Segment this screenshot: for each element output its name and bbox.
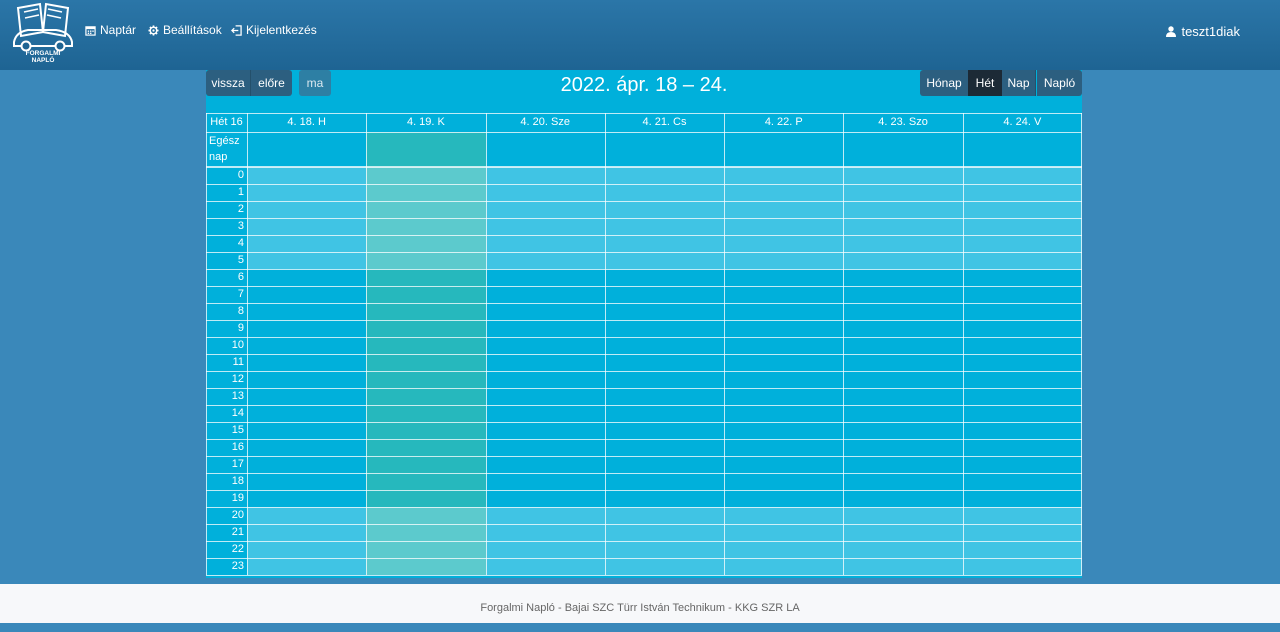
forward-button[interactable]: előre (250, 70, 292, 96)
svg-text:FORGALMI: FORGALMI (26, 50, 61, 57)
svg-text:NAPLÓ: NAPLÓ (32, 55, 55, 64)
allday-label: Egész nap (209, 135, 240, 163)
hour-label: 3 (237, 220, 244, 232)
hour-label: 1 (237, 186, 244, 198)
view-week-button[interactable]: Hét (968, 70, 1002, 96)
grid-line (206, 371, 1082, 372)
hour-label: 5 (237, 254, 244, 266)
grid-line (206, 524, 1082, 525)
hour-label: 19 (231, 492, 244, 504)
navbar: FORGALMI NAPLÓ Naptár Beállítások (0, 0, 1280, 70)
grid-line (206, 354, 1082, 355)
hour-label: 10 (231, 339, 244, 351)
grid-line (724, 113, 726, 575)
grid-line (206, 184, 1082, 185)
today-button[interactable]: ma (299, 70, 331, 96)
calendar-icon (85, 25, 96, 36)
hour-label: 17 (231, 458, 244, 470)
hour-label: 12 (231, 373, 244, 385)
hour-label: 14 (231, 407, 244, 419)
view-day-button[interactable]: Nap (1002, 70, 1036, 96)
grid-line (206, 113, 207, 575)
grid-line (206, 507, 1082, 508)
grid-line (206, 201, 1082, 202)
hour-label: 15 (231, 424, 244, 436)
grid-line (206, 303, 1082, 304)
nav-item-calendar[interactable]: Naptár (85, 23, 136, 37)
sign-out-icon (231, 24, 242, 36)
grid-line (206, 575, 1082, 576)
hour-label: 2 (237, 203, 244, 215)
view-log-button[interactable]: Napló (1037, 70, 1082, 96)
grid-line (206, 320, 1082, 321)
grid-line (206, 286, 1082, 287)
hour-label: 22 (231, 543, 244, 555)
grid-line (206, 558, 1082, 559)
hour-label: 16 (231, 441, 244, 453)
logo[interactable]: FORGALMI NAPLÓ (10, 2, 76, 64)
week-number: Hét 16 (210, 116, 243, 128)
grid-line (206, 166, 1082, 167)
day-header[interactable]: 4. 23. Szo (878, 116, 928, 128)
grid-line (843, 113, 845, 575)
nav-item-settings[interactable]: Beállítások (148, 23, 222, 37)
grid-line (206, 456, 1082, 457)
grid-line (206, 337, 1082, 338)
username: teszt1diak (1181, 24, 1240, 39)
view-month-button[interactable]: Hónap (920, 70, 968, 96)
grid-line (206, 252, 1082, 253)
grid-line (206, 113, 1082, 114)
footer: Forgalmi Napló - Bajai SZC Türr István T… (0, 584, 1280, 623)
calendar-title: 2022. ápr. 18 – 24. (560, 74, 728, 96)
grid-line (247, 113, 248, 575)
grid-line (206, 439, 1082, 440)
footer-text: Forgalmi Napló - Bajai SZC Türr István T… (480, 602, 800, 614)
hour-label: 0 (237, 169, 244, 181)
grid-line (206, 541, 1082, 542)
grid-line (206, 132, 1082, 133)
day-header[interactable]: 4. 21. Cs (642, 116, 687, 128)
nav-item-label: Kijelentkezés (246, 23, 317, 37)
day-header[interactable]: 4. 22. P (764, 116, 803, 128)
hour-label: 18 (231, 475, 244, 487)
calendar: vissza előre ma 2022. ápr. 18 – 24. Hóna… (206, 70, 1082, 578)
day-header[interactable]: 4. 19. K (406, 116, 445, 128)
today-column (366, 132, 486, 575)
nav-item-label: Beállítások (163, 23, 222, 37)
hour-label: 8 (237, 305, 244, 317)
hour-label: 6 (237, 271, 244, 283)
grid-line (206, 422, 1082, 423)
grid-line (206, 490, 1082, 491)
grid-line (206, 235, 1082, 236)
grid-line (485, 113, 487, 575)
grid-line (206, 269, 1082, 270)
grid-line (206, 388, 1082, 389)
grid-line (1081, 113, 1082, 575)
hour-label: 20 (231, 509, 244, 521)
user-icon (1166, 26, 1177, 37)
hour-label: 4 (237, 237, 244, 249)
grid-line (604, 113, 606, 575)
grid-line (962, 113, 964, 575)
hour-label: 9 (237, 322, 244, 334)
nav-item-label: Naptár (100, 23, 137, 37)
grid-line (206, 473, 1082, 474)
grid-line (206, 167, 1082, 168)
day-header[interactable]: 4. 24. V (1003, 116, 1042, 128)
day-header[interactable]: 4. 20. Sze (520, 116, 570, 128)
hour-label: 21 (231, 526, 244, 538)
nav-item-logout[interactable]: Kijelentkezés (231, 23, 317, 37)
grid-line (206, 218, 1082, 219)
grid-line (366, 113, 368, 575)
user-menu[interactable]: teszt1diak (1166, 24, 1240, 39)
gear-icon (148, 24, 159, 36)
hour-label: 23 (231, 560, 244, 572)
back-button[interactable]: vissza (206, 70, 250, 96)
hour-label: 7 (237, 288, 244, 300)
grid-line (206, 405, 1082, 406)
hour-label: 13 (231, 390, 244, 402)
hour-label: 11 (232, 356, 244, 368)
day-header[interactable]: 4. 18. H (287, 116, 326, 128)
